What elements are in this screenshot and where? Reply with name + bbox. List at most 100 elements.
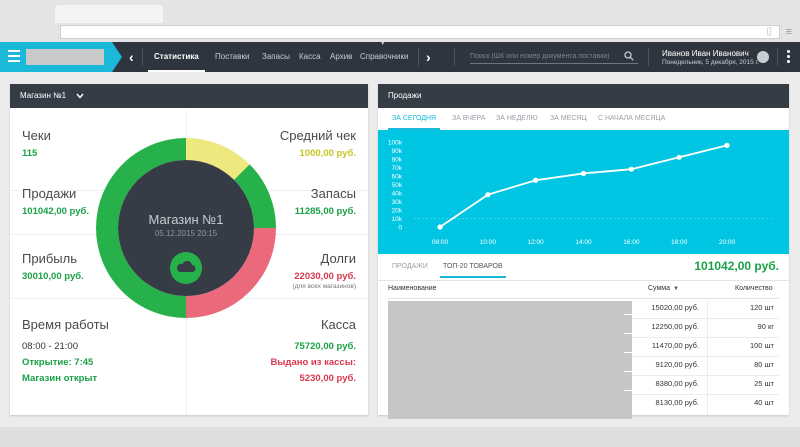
divider bbox=[388, 298, 779, 299]
tab-top-20[interactable]: ТОП-20 ТОВАРОВ bbox=[440, 256, 506, 278]
avg-check-label: Средний чек bbox=[279, 128, 356, 143]
tab-directories[interactable]: ▾ Справочники bbox=[360, 41, 408, 72]
nav-prev-icon[interactable]: ‹ bbox=[129, 49, 134, 65]
tab-week[interactable]: ЗА НЕДЕЛЮ bbox=[496, 115, 538, 122]
donut-center bbox=[118, 160, 254, 296]
row-marker bbox=[624, 352, 636, 353]
data-point bbox=[676, 154, 682, 160]
table-row-divider bbox=[632, 318, 779, 319]
column-header-qty[interactable]: Количество bbox=[735, 285, 773, 292]
tab-deliveries[interactable]: Поставки bbox=[215, 52, 250, 61]
sort-down-icon: ▼ bbox=[673, 286, 679, 292]
row-quantity: 40 шт bbox=[754, 398, 774, 407]
search-icon[interactable] bbox=[624, 51, 634, 61]
profit-value: 30010,00 руб. bbox=[22, 271, 84, 282]
hamburger-icon[interactable] bbox=[8, 50, 20, 64]
donut-segment-3 bbox=[96, 138, 186, 318]
stock-label: Запасы bbox=[310, 186, 356, 201]
address-bar[interactable] bbox=[60, 25, 780, 39]
column-header-name[interactable]: Наименование bbox=[388, 285, 437, 292]
data-point bbox=[533, 177, 539, 183]
tab-archive[interactable]: Архив bbox=[330, 52, 353, 61]
store-selector[interactable]: Магазин №1 bbox=[10, 84, 368, 108]
sales-value: 101042,00 руб. bbox=[22, 206, 90, 217]
donut-date: 05.12.2015 20:15 bbox=[154, 229, 218, 238]
user-avatar-icon[interactable] bbox=[757, 51, 769, 63]
checks-label: Чеки bbox=[22, 128, 51, 143]
y-tick-label: 10k bbox=[392, 216, 403, 223]
column-divider bbox=[707, 301, 708, 415]
tab-today[interactable]: ЗА СЕГОДНЯ bbox=[387, 108, 441, 130]
table-row-divider bbox=[632, 356, 779, 357]
x-tick-label: 16:00 bbox=[623, 239, 640, 246]
store-status: Магазин открыт bbox=[22, 373, 98, 384]
checks-value: 115 bbox=[22, 148, 38, 159]
nav-divider bbox=[418, 48, 419, 66]
x-tick-label: 12:00 bbox=[528, 239, 545, 246]
y-tick-label: 90k bbox=[392, 148, 403, 155]
page-footer bbox=[0, 427, 800, 447]
y-tick-label: 60k bbox=[392, 174, 403, 181]
work-time-value: 08:00 - 21:00 bbox=[22, 341, 78, 352]
row-sum: 12250,00 руб. bbox=[651, 322, 699, 331]
work-time-label: Время работы bbox=[22, 317, 109, 332]
row-quantity: 25 шт bbox=[754, 379, 774, 388]
user-name[interactable]: Иванов Иван Иванович bbox=[662, 49, 749, 58]
sales-line-chart: 0 10k 20k 30k 40k 50k 60k 70k 80k 90k 100k 08:00 10:… bbox=[378, 130, 789, 254]
table-row-divider bbox=[632, 375, 779, 376]
cloud-icon[interactable] bbox=[170, 252, 202, 284]
store-donut-chart bbox=[96, 138, 276, 318]
cash-label: Касса bbox=[320, 317, 356, 332]
data-point bbox=[485, 192, 491, 198]
series-line bbox=[439, 144, 728, 228]
x-tick-label: 18:00 bbox=[671, 239, 688, 246]
total-sales: 101042,00 руб. bbox=[694, 259, 779, 273]
debts-note: (для всех магазинов) bbox=[292, 283, 356, 290]
column-header-sum-label: Сумма bbox=[648, 285, 670, 292]
row-sum: 9120,00 руб. bbox=[655, 360, 700, 369]
x-tick-label: 14:00 bbox=[575, 239, 592, 246]
row-sum: 15020,00 руб. bbox=[651, 303, 699, 312]
bookmark-icon[interactable]: ▯ bbox=[766, 26, 772, 37]
divider bbox=[378, 280, 789, 281]
row-quantity: 120 шт bbox=[749, 303, 774, 312]
profit-label: Прибыль bbox=[22, 251, 77, 266]
donut-segment-1 bbox=[234, 164, 276, 228]
tab-statistics[interactable]: Статистика bbox=[148, 42, 205, 72]
browser-tab[interactable] bbox=[55, 5, 163, 23]
tab-sales[interactable]: ПРОДАЖИ bbox=[392, 263, 428, 270]
y-tick-label: 70k bbox=[392, 165, 403, 172]
sales-label: Продажи bbox=[22, 186, 77, 201]
y-tick-label: 40k bbox=[392, 191, 403, 198]
row-sum: 8130,00 руб. bbox=[655, 398, 700, 407]
x-tick-label: 20:00 bbox=[719, 239, 736, 246]
row-sum: 11470,00 руб. bbox=[651, 341, 699, 350]
column-header-sum[interactable]: Сумма ▼ bbox=[648, 285, 679, 292]
search-input[interactable] bbox=[470, 50, 638, 64]
data-point bbox=[437, 224, 443, 230]
browser-menu-icon[interactable]: ≡ bbox=[785, 26, 792, 38]
row-quantity: 80 шт bbox=[754, 360, 774, 369]
y-tick-label: 50k bbox=[392, 182, 403, 189]
debts-value: 22030,00 руб. bbox=[294, 271, 356, 282]
y-tick-label: 30k bbox=[392, 199, 403, 206]
tab-stock[interactable]: Запасы bbox=[262, 52, 290, 61]
donut-store-name: Магазин №1 bbox=[148, 212, 224, 227]
cash-out-label: Выдано из кассы: bbox=[270, 357, 356, 368]
tab-month[interactable]: ЗА МЕСЯЦ bbox=[550, 115, 587, 122]
nav-next-icon[interactable]: › bbox=[426, 49, 431, 65]
logo bbox=[26, 49, 104, 65]
tab-yesterday[interactable]: ЗА ВЧЕРА bbox=[452, 115, 486, 122]
nav-divider bbox=[648, 48, 649, 66]
row-marker bbox=[624, 333, 636, 334]
cash-value: 75720,00 руб. bbox=[294, 341, 356, 352]
store-stats-panel: Магазин №1 Чеки 115 Средний чек 1000,00 … bbox=[10, 84, 368, 415]
sales-sub-tabs: ПРОДАЖИ ТОП-20 ТОВАРОВ bbox=[378, 256, 789, 280]
y-tick-label: 20k bbox=[392, 208, 403, 215]
table-row-divider bbox=[632, 337, 779, 338]
more-menu-icon[interactable] bbox=[787, 50, 791, 64]
stock-value: 11285,00 руб. bbox=[294, 206, 356, 217]
tab-cash[interactable]: Касса bbox=[299, 52, 321, 61]
tab-month-to-date[interactable]: С НАЧАЛА МЕСЯЦА bbox=[598, 115, 666, 122]
